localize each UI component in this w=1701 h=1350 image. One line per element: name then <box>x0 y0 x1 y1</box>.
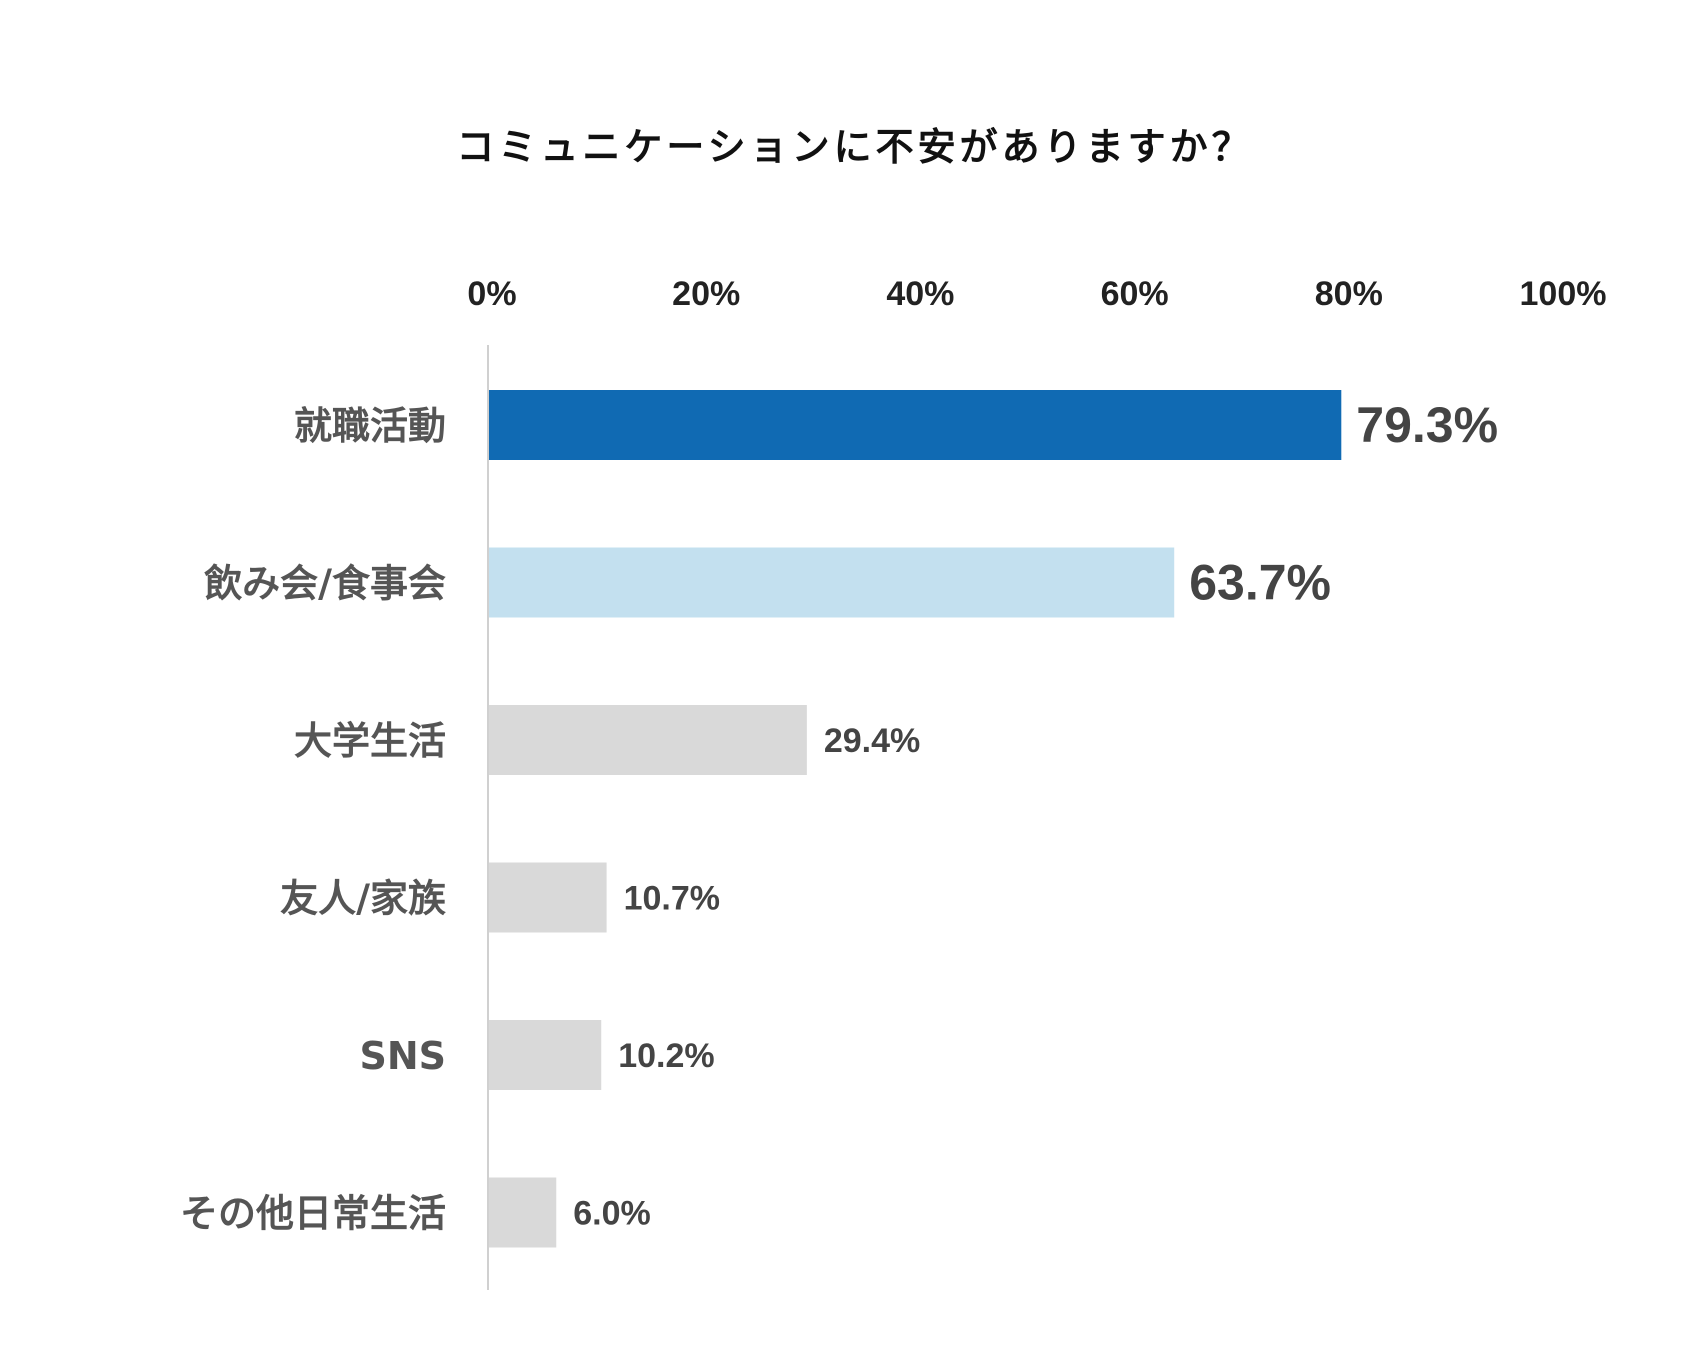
x-tick-label: 60% <box>1101 275 1169 313</box>
category-label: SNS <box>359 1034 446 1078</box>
category-label: 飲み会/食事会 <box>204 562 446 606</box>
bar-row: SNS 10.2% <box>359 1020 715 1090</box>
bar <box>489 1020 602 1090</box>
x-tick-label: 20% <box>672 275 740 313</box>
value-label: 10.7% <box>624 880 720 918</box>
bar <box>489 1177 557 1248</box>
bar-row: 大学生活 29.4% <box>294 705 920 775</box>
bar <box>489 862 607 933</box>
x-tick-label: 80% <box>1315 275 1383 313</box>
x-tick-label: 100% <box>1520 275 1607 313</box>
bar <box>489 390 1342 460</box>
value-label: 10.2% <box>618 1037 714 1075</box>
bar-row: その他日常生活 6.0% <box>180 1177 651 1248</box>
category-label: 友人/家族 <box>280 877 446 921</box>
bar-row: 就職活動 79.3% <box>294 390 1498 460</box>
x-tick-label: 0% <box>467 275 516 313</box>
category-label: その他日常生活 <box>180 1192 446 1236</box>
chart-title: コミュニケーションに不安がありますか？ <box>456 125 1253 169</box>
bar <box>489 705 807 775</box>
category-label: 就職活動 <box>294 404 446 448</box>
bar-row: 友人/家族 10.7% <box>280 862 720 933</box>
value-label: 29.4% <box>824 722 920 760</box>
category-label: 大学生活 <box>294 719 446 763</box>
x-tick-label: 40% <box>886 275 954 313</box>
x-axis-ticks: 0% 20% 40% 60% 80% 100% <box>467 275 1606 313</box>
value-label: 79.3% <box>1356 397 1498 453</box>
bar <box>489 547 1175 618</box>
bar-series: 就職活動 79.3% 飲み会/食事会 63.7% 大学生活 29.4% 友人/家族 10.7%… <box>180 390 1498 1248</box>
value-label: 6.0% <box>573 1195 651 1233</box>
value-label: 63.7% <box>1189 555 1331 611</box>
bar-row: 飲み会/食事会 63.7% <box>204 547 1331 618</box>
